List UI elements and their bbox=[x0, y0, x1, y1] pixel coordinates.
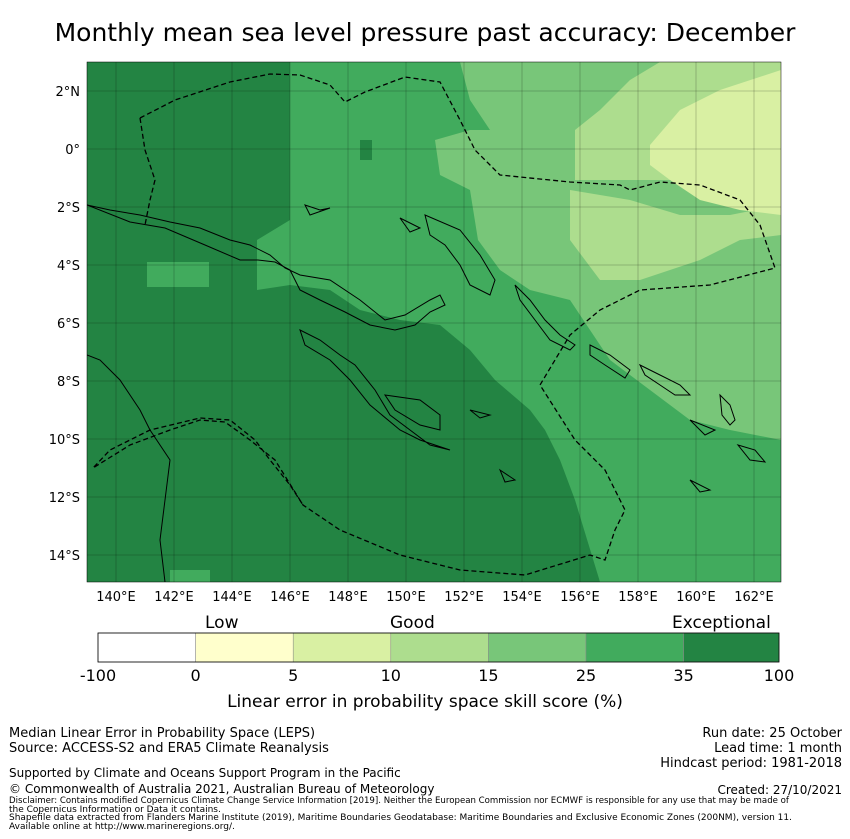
colorbar-swatch bbox=[390, 632, 489, 663]
colorbar-category-exceptional: Exceptional bbox=[672, 613, 771, 633]
colorbar-frame bbox=[97, 632, 780, 663]
colorbar-swatch bbox=[683, 632, 780, 663]
lon-label: 144°E bbox=[212, 590, 252, 605]
colorbar-tick: 5 bbox=[288, 666, 299, 685]
lead-time: Lead time: 1 month bbox=[714, 741, 842, 756]
footer-method: Median Linear Error in Probability Space… bbox=[9, 726, 316, 741]
disclaimer-line2: the Copernicus Information or Data it co… bbox=[9, 805, 221, 815]
eez-boundary bbox=[92, 73, 776, 576]
lon-label: 158°E bbox=[618, 590, 658, 605]
lon-label: 142°E bbox=[154, 590, 194, 605]
colorbar-swatch bbox=[97, 632, 196, 663]
colorbar-tick: -100 bbox=[79, 666, 117, 685]
colorbar-tick: 35 bbox=[673, 666, 694, 685]
hindcast-period: Hindcast period: 1981-2018 bbox=[660, 756, 842, 771]
colorbar-swatch bbox=[585, 632, 684, 663]
footer-support: Supported by Climate and Oceans Support … bbox=[9, 766, 401, 780]
shapefile-line2: Available online at http://www.marinereg… bbox=[9, 822, 235, 832]
shapefile-line1: Shapefile data extracted from Flanders M… bbox=[9, 813, 792, 823]
run-date: Run date: 25 October bbox=[702, 726, 842, 741]
colorbar-swatch bbox=[195, 632, 294, 663]
lon-label: 162°E bbox=[734, 590, 774, 605]
map-graticule bbox=[87, 62, 781, 582]
lat-label: 2°S bbox=[57, 201, 80, 216]
footer-copyright: © Commonwealth of Australia 2021, Austra… bbox=[9, 782, 435, 796]
disclaimer-line1: Disclaimer: Contains modified Copernicus… bbox=[9, 796, 789, 806]
map-frame bbox=[86, 61, 782, 583]
colorbar-tick: 0 bbox=[190, 666, 201, 685]
colorbar-category-low: Low bbox=[205, 613, 239, 633]
lat-label: 0° bbox=[65, 143, 80, 158]
lon-label: 154°E bbox=[502, 590, 542, 605]
lon-label: 160°E bbox=[676, 590, 716, 605]
lon-label: 156°E bbox=[560, 590, 600, 605]
lat-label: 6°S bbox=[57, 317, 80, 332]
lon-label: 150°E bbox=[386, 590, 426, 605]
colorbar-label: Linear error in probability space skill … bbox=[227, 692, 623, 712]
colorbar-category-good: Good bbox=[390, 613, 435, 633]
colorbar-tick: 100 bbox=[763, 666, 795, 685]
lon-label: 152°E bbox=[444, 590, 484, 605]
colorbar-swatch bbox=[292, 632, 392, 663]
eez-boundary-west bbox=[139, 117, 156, 226]
colorbar-tick: 10 bbox=[380, 666, 401, 685]
lat-label: 4°S bbox=[57, 259, 80, 274]
colorbar-tick: 25 bbox=[575, 666, 597, 685]
lat-label: 8°S bbox=[57, 375, 80, 390]
lon-label: 148°E bbox=[328, 590, 368, 605]
created-date: Created: 27/10/2021 bbox=[717, 783, 842, 797]
footer-source: Source: ACCESS-S2 and ERA5 Climate Reana… bbox=[9, 741, 329, 756]
colorbar-tick: 15 bbox=[478, 666, 499, 685]
latitude-labels: 2°N 0° 2°S 4°S 6°S 8°S 10°S 12°S 14°S bbox=[49, 85, 80, 564]
chart-title: Monthly mean sea level pressure past acc… bbox=[54, 18, 796, 47]
lat-label: 10°S bbox=[49, 433, 80, 448]
lat-label: 2°N bbox=[56, 85, 81, 100]
colorbar-swatch bbox=[488, 632, 587, 663]
lat-label: 14°S bbox=[49, 549, 80, 564]
colorbar bbox=[97, 632, 780, 663]
lon-label: 140°E bbox=[96, 590, 136, 605]
lon-label: 146°E bbox=[270, 590, 310, 605]
skill-field bbox=[87, 62, 781, 582]
lat-label: 12°S bbox=[49, 491, 80, 506]
longitude-labels: 140°E 142°E 144°E 146°E 148°E 150°E 152°… bbox=[96, 590, 774, 605]
